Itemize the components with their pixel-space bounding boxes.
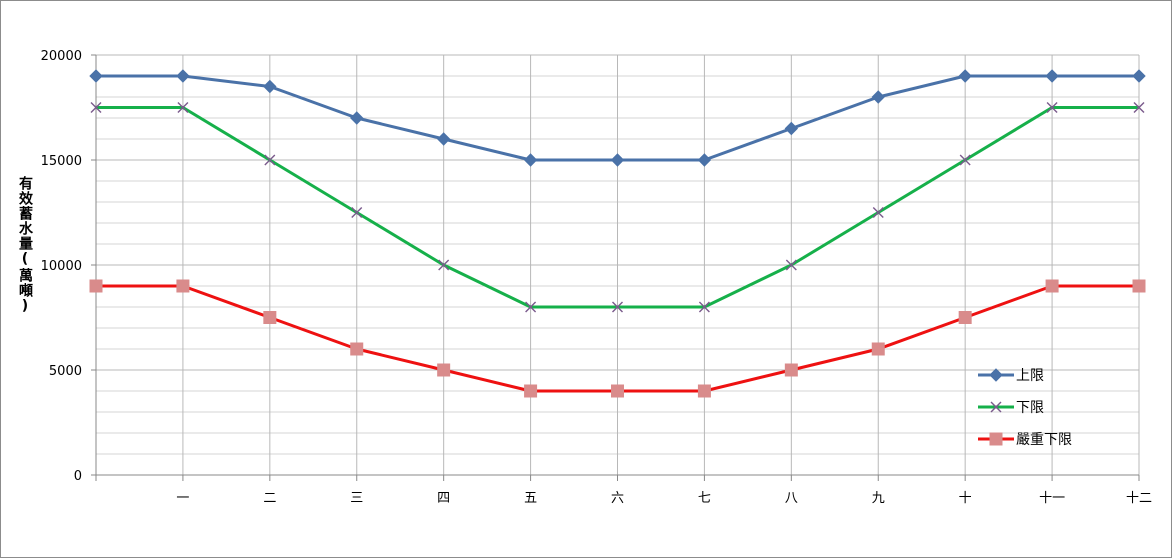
data-point-series-3 xyxy=(697,384,711,398)
data-point-series-3 xyxy=(176,279,190,293)
x-marker-stroke xyxy=(525,301,537,313)
data-point-series-1 xyxy=(1045,69,1059,83)
data-point-series-2 xyxy=(264,154,276,166)
y-tick-label: 5000 xyxy=(49,364,82,379)
data-point-series-1 xyxy=(263,79,277,94)
x-marker-stroke xyxy=(90,102,102,113)
x-marker-stroke xyxy=(959,154,971,166)
data-point-series-2 xyxy=(90,102,102,113)
data-point-series-2 xyxy=(1133,102,1145,113)
data-point-series-2 xyxy=(612,301,623,313)
data-point-series-2 xyxy=(1046,102,1058,113)
x-tick-label: 四 xyxy=(437,491,450,506)
data-point-series-3 xyxy=(263,311,277,324)
data-point-series-3 xyxy=(89,279,103,293)
x-marker-stroke xyxy=(872,207,884,218)
x-tick-label: 七 xyxy=(698,491,711,506)
x-marker-stroke xyxy=(177,102,189,113)
x-tick-label: 六 xyxy=(611,491,624,506)
x-tick-label: 五 xyxy=(524,491,537,506)
legend-label-3: 嚴重下限 xyxy=(1016,432,1072,448)
data-point-series-3 xyxy=(784,363,798,377)
x-tick-label: 三 xyxy=(350,491,363,506)
y-tick-label: 15000 xyxy=(41,154,82,169)
y-tick-label: 20000 xyxy=(41,49,82,64)
x-marker-stroke xyxy=(264,154,276,166)
data-point-series-2 xyxy=(351,207,363,218)
data-point-series-1 xyxy=(784,121,799,136)
data-point-series-3 xyxy=(958,311,972,324)
x-tick-label: 十一 xyxy=(1039,491,1065,506)
legend-label-2: 下限 xyxy=(1016,400,1044,416)
legend-label-1: 上限 xyxy=(1016,368,1044,384)
data-point-series-1 xyxy=(958,69,972,83)
x-marker-stroke xyxy=(438,259,450,271)
x-tick-label: 八 xyxy=(785,491,798,506)
data-point-series-3 xyxy=(350,342,364,356)
data-point-series-2 xyxy=(959,154,971,166)
data-point-series-2 xyxy=(438,259,450,271)
data-point-series-2 xyxy=(698,301,710,313)
data-point-series-2 xyxy=(177,102,189,113)
x-marker-stroke xyxy=(990,401,1002,413)
y-tick-label: 0 xyxy=(74,469,82,484)
x-tick-label: 十 xyxy=(959,491,972,506)
data-point-series-1 xyxy=(610,153,625,167)
data-point-series-3 xyxy=(871,342,885,356)
x-marker-stroke xyxy=(1133,102,1145,113)
legend-marker-3 xyxy=(989,432,1003,446)
x-marker-stroke xyxy=(785,259,797,271)
x-marker-stroke xyxy=(612,301,623,313)
data-point-series-3 xyxy=(1132,279,1146,293)
data-point-series-2 xyxy=(872,207,884,218)
x-marker-stroke xyxy=(1046,102,1058,113)
legend-marker-2 xyxy=(990,401,1002,413)
data-point-series-1 xyxy=(697,153,712,167)
data-point-series-1 xyxy=(350,111,364,125)
data-point-series-1 xyxy=(523,153,538,167)
data-point-series-1 xyxy=(176,69,190,83)
x-tick-label: 二 xyxy=(263,491,276,506)
data-point-series-2 xyxy=(525,301,537,313)
data-point-series-3 xyxy=(1045,279,1059,293)
data-point-series-3 xyxy=(611,384,624,398)
x-tick-label: 一 xyxy=(176,491,189,506)
x-tick-label: 九 xyxy=(872,491,885,506)
data-point-series-1 xyxy=(1132,69,1146,83)
data-point-series-1 xyxy=(89,69,103,83)
y-tick-label: 10000 xyxy=(41,259,82,274)
data-point-series-3 xyxy=(524,384,538,398)
data-point-series-2 xyxy=(785,259,797,271)
data-point-series-3 xyxy=(437,363,451,377)
data-point-series-1 xyxy=(436,132,451,146)
y-axis-label: 有效蓄水量(萬噸) xyxy=(17,176,33,315)
legend-marker-1 xyxy=(989,368,1003,382)
x-tick-label: 十二 xyxy=(1126,491,1152,506)
x-marker-stroke xyxy=(698,301,710,313)
data-point-series-1 xyxy=(871,90,885,104)
x-marker-stroke xyxy=(351,207,363,218)
